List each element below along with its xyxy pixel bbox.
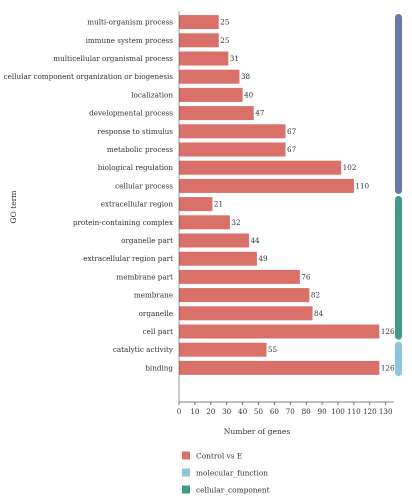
bar-17 xyxy=(179,324,380,339)
x-tick-label: 30 xyxy=(222,407,232,416)
bar-11 xyxy=(179,215,230,230)
value-label: 21 xyxy=(214,200,223,209)
x-tick-label: 70 xyxy=(286,407,296,416)
category-label: biological regulation xyxy=(98,163,174,172)
category-label: localization xyxy=(131,90,173,99)
bar-16 xyxy=(179,306,313,321)
category-label: immune system process xyxy=(86,36,174,45)
legend-swatch xyxy=(182,451,190,460)
value-label: 25 xyxy=(220,36,230,45)
value-label: 49 xyxy=(258,254,268,263)
bar-10 xyxy=(179,197,213,212)
value-label: 126 xyxy=(381,327,395,336)
category-label: catalytic activity xyxy=(113,345,174,354)
bar-8 xyxy=(179,160,342,175)
value-label: 38 xyxy=(241,72,251,81)
x-tick-label: 10 xyxy=(190,407,200,416)
bar-4 xyxy=(179,87,243,102)
bar-14 xyxy=(179,269,300,284)
x-tick-label: 100 xyxy=(331,407,345,416)
value-label: 82 xyxy=(311,291,320,300)
group-bar-molecular-function xyxy=(395,341,402,376)
bar-12 xyxy=(179,233,249,248)
category-label: cell part xyxy=(143,327,173,336)
value-label: 55 xyxy=(268,345,278,354)
bar-19 xyxy=(179,360,380,375)
group-bar-biological-process xyxy=(395,14,402,194)
x-tick-label: 0 xyxy=(177,407,182,416)
legend: Control vs E molecular_function cellular_c… xyxy=(182,451,270,495)
bar-5 xyxy=(179,106,254,121)
category-label: multicellular organismal process xyxy=(53,54,173,63)
x-axis: 0 10 20 30 40 50 60 70 80 90 100 110 120 130 xyxy=(177,11,394,416)
category-label: multi-organism process xyxy=(87,18,173,27)
bars-layer xyxy=(179,15,380,375)
bar-15 xyxy=(179,288,310,303)
value-label: 25 xyxy=(220,18,230,27)
legend-label: cellular_component xyxy=(196,486,270,495)
value-label: 44 xyxy=(250,236,260,245)
category-label: membrane xyxy=(134,291,173,300)
category-label: membrane part xyxy=(116,272,173,281)
bar-7 xyxy=(179,142,286,157)
value-label: 126 xyxy=(381,363,395,372)
x-tick-label: 20 xyxy=(206,407,216,416)
go-category-group-bars xyxy=(395,14,402,376)
value-label: 31 xyxy=(230,54,239,63)
category-label: organelle xyxy=(139,309,173,318)
legend-swatch xyxy=(182,485,190,494)
category-label: extracellular region part xyxy=(83,254,173,263)
value-label: 47 xyxy=(255,109,265,118)
x-tick-label: 40 xyxy=(238,407,248,416)
bar-0 xyxy=(179,15,219,30)
x-tick-label: 60 xyxy=(270,407,280,416)
x-tick-label: 110 xyxy=(347,407,361,416)
category-labels: multi-organism process immune system proc… xyxy=(4,18,174,373)
value-label: 110 xyxy=(355,181,369,190)
x-tick-label: 90 xyxy=(318,407,328,416)
bar-18 xyxy=(179,342,267,357)
x-tick-label: 80 xyxy=(302,407,312,416)
category-label: protein-containing complex xyxy=(73,218,173,227)
bar-1 xyxy=(179,33,219,48)
value-label: 67 xyxy=(287,145,297,154)
bar-9 xyxy=(179,178,354,193)
legend-label: molecular_function xyxy=(196,469,268,478)
x-tick-label: 130 xyxy=(379,407,393,416)
category-label: cellular component organization or bioge… xyxy=(4,72,174,81)
value-label: 76 xyxy=(301,272,311,281)
value-label: 67 xyxy=(287,127,297,136)
category-label: metabolic process xyxy=(107,145,173,154)
legend-label: Control vs E xyxy=(196,452,242,461)
x-tick-label: 50 xyxy=(254,407,264,416)
legend-swatch xyxy=(182,468,190,477)
x-axis-title: Number of genes xyxy=(224,427,291,436)
category-label: organelle part xyxy=(121,236,173,245)
bar-2 xyxy=(179,51,229,66)
category-label: extracellular region xyxy=(101,200,174,209)
value-label: 32 xyxy=(231,218,240,227)
x-tick-label: 120 xyxy=(363,407,377,416)
category-label: developmental process xyxy=(89,109,173,118)
value-label: 102 xyxy=(343,163,357,172)
y-axis-title: GO term xyxy=(9,190,18,223)
value-label: 84 xyxy=(314,309,324,318)
value-label: 40 xyxy=(244,90,254,99)
bar-13 xyxy=(179,251,257,266)
bar-3 xyxy=(179,69,240,84)
category-label: response to stimulus xyxy=(97,127,173,136)
category-label: cellular process xyxy=(115,181,173,190)
value-labels: 2525313840476767102110213244497682841265… xyxy=(214,18,395,373)
group-bar-cellular-component xyxy=(395,196,402,340)
bar-6 xyxy=(179,124,286,139)
category-label: binding xyxy=(145,363,173,372)
